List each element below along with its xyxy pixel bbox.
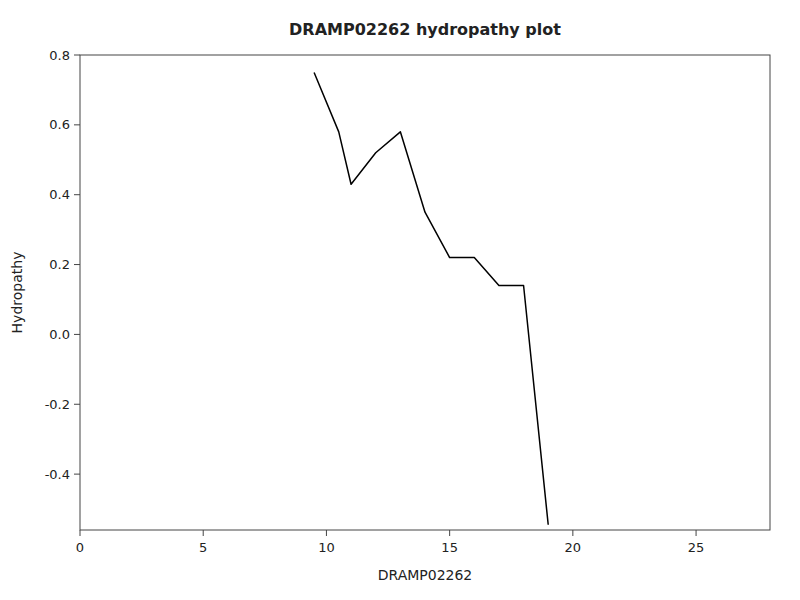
y-tick-label: 0.0 <box>49 327 70 342</box>
y-tick-label: -0.4 <box>45 467 70 482</box>
chart-container: 0 5 10 15 20 25 -0.4 -0.2 0.0 0.2 0.4 0.6 0.8 DRAMP02… <box>0 0 800 600</box>
data-line <box>314 72 548 524</box>
x-tick-label: 5 <box>199 540 207 555</box>
y-tick-label: 0.4 <box>49 187 70 202</box>
chart: 0 5 10 15 20 25 -0.4 -0.2 0.0 0.2 0.4 0.6 0.8 DRAMP02… <box>0 0 800 600</box>
x-tick-label: 20 <box>565 540 582 555</box>
y-tick <box>74 474 80 475</box>
x-tick <box>203 530 204 536</box>
y-tick <box>74 334 80 335</box>
y-axis: -0.4 -0.2 0.0 0.2 0.4 0.6 0.8 <box>45 48 80 482</box>
x-tick-label: 10 <box>318 540 335 555</box>
x-tick <box>572 530 573 536</box>
title: DRAMP02262 hydropathy plot <box>289 20 561 39</box>
x-axis-label: DRAMP02262 <box>378 567 473 583</box>
y-tick <box>74 124 80 125</box>
plot-frame <box>80 55 770 530</box>
y-axis-label: Hydropathy <box>9 252 25 334</box>
y-tick <box>74 194 80 195</box>
x-tick <box>80 530 81 536</box>
y-tick-label: -0.2 <box>45 397 70 412</box>
x-tick-label: 0 <box>76 540 84 555</box>
y-tick <box>74 404 80 405</box>
y-tick-label: 0.6 <box>49 117 70 132</box>
x-tick-label: 15 <box>441 540 458 555</box>
x-tick <box>326 530 327 536</box>
y-tick <box>74 264 80 265</box>
x-tick <box>696 530 697 536</box>
x-tick <box>449 530 450 536</box>
y-tick <box>74 55 80 56</box>
y-tick-label: 0.8 <box>49 48 70 63</box>
x-tick-label: 25 <box>688 540 705 555</box>
x-axis: 0 5 10 15 20 25 <box>76 530 704 555</box>
y-tick-label: 0.2 <box>49 257 70 272</box>
plot-area <box>314 72 548 524</box>
